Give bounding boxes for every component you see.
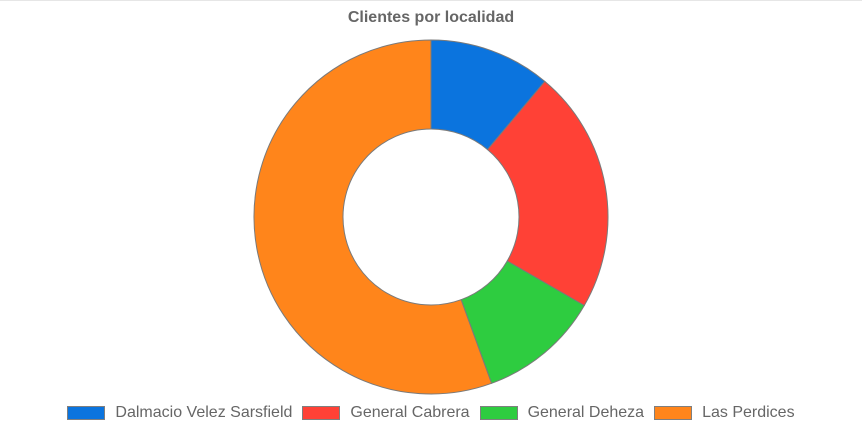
legend-label: General Deheza <box>527 404 645 421</box>
legend-item-general-cabrera[interactable]: General Cabrera <box>302 404 470 422</box>
legend-label: Las Perdices <box>702 404 795 421</box>
legend-label: Dalmacio Velez Sarsfield <box>115 404 293 421</box>
slice-general-cabrera[interactable] <box>486 80 609 307</box>
legend-item-general-deheza[interactable]: General Deheza <box>479 404 645 422</box>
legend-item-dalmacio-velez-sarsfield[interactable]: Dalmacio Velez Sarsfield <box>67 404 292 422</box>
legend-item-las-perdices[interactable]: Las Perdices <box>654 404 795 422</box>
slice-las-perdices[interactable] <box>253 39 493 395</box>
legend-label: General Cabrera <box>350 404 470 421</box>
legend-swatch <box>654 406 693 420</box>
chart-title: Clientes por localidad <box>347 9 515 26</box>
legend-swatch <box>67 406 106 420</box>
legend-swatch <box>302 406 341 420</box>
legend-swatch <box>479 406 518 420</box>
top-divider <box>0 0 862 1</box>
chart-legend: Dalmacio Velez Sarsfield General Cabrera… <box>0 402 862 424</box>
